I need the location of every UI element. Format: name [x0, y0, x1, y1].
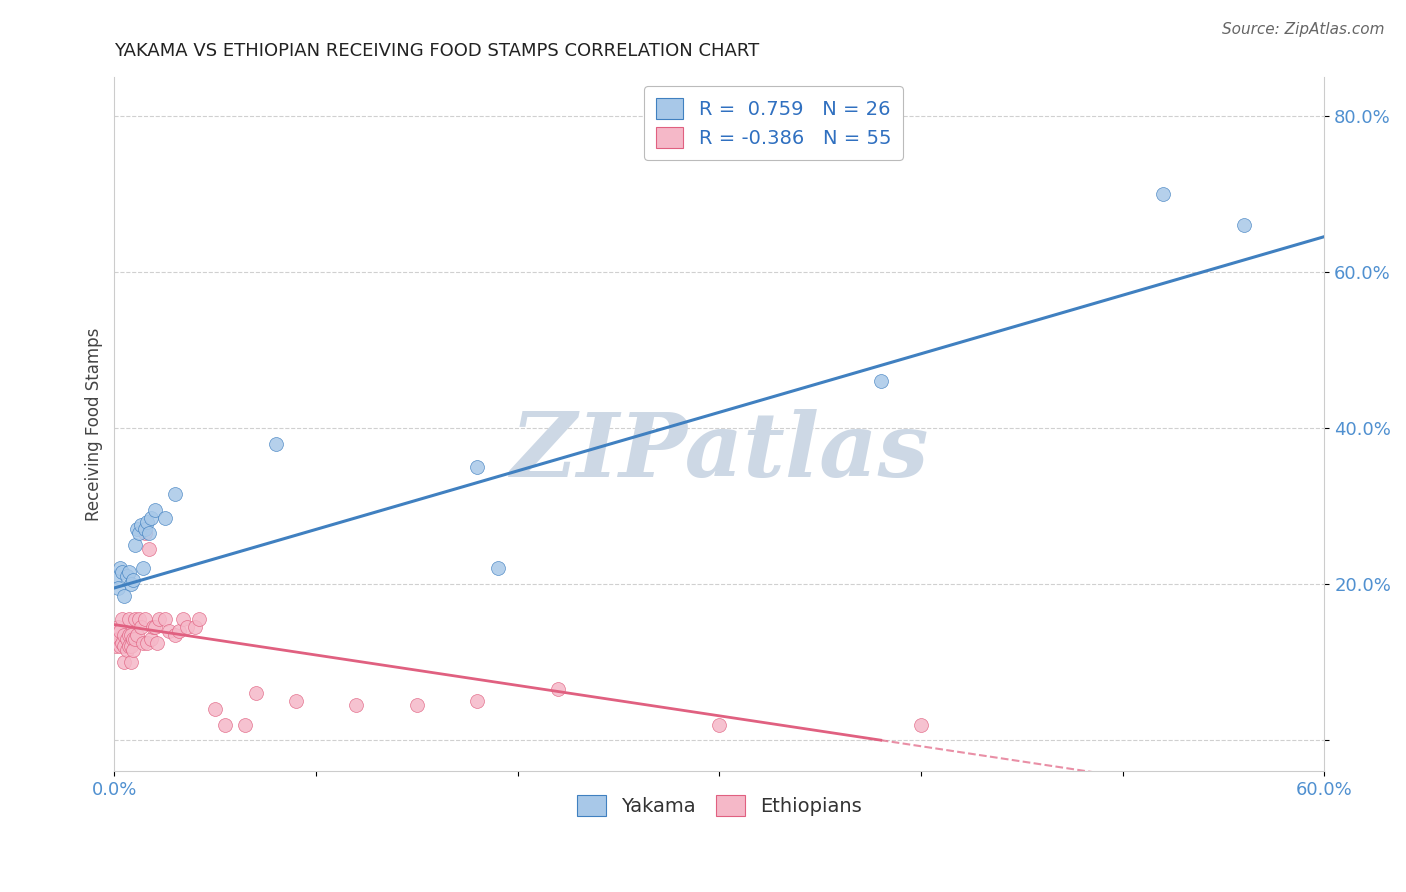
Point: [245, 686, 267, 700]
Point: [138, 541, 160, 556]
Point: [869, 374, 891, 388]
Point: [111, 566, 134, 580]
Point: [163, 628, 186, 642]
Point: [105, 624, 128, 638]
Point: [115, 643, 138, 657]
Point: [124, 612, 146, 626]
Legend: Yakama, Ethiopians: Yakama, Ethiopians: [569, 788, 870, 824]
Point: [142, 620, 165, 634]
Point: [114, 655, 136, 669]
Text: ZIPatlas: ZIPatlas: [510, 409, 928, 495]
Point: [157, 624, 180, 638]
Y-axis label: Receiving Food Stamps: Receiving Food Stamps: [86, 327, 103, 521]
Point: [129, 518, 152, 533]
Point: [110, 640, 132, 654]
Point: [138, 526, 160, 541]
Point: [107, 581, 129, 595]
Point: [131, 561, 153, 575]
Point: [1152, 186, 1174, 201]
Point: [910, 717, 932, 731]
Point: [406, 698, 429, 712]
Point: [172, 612, 194, 626]
Point: [117, 566, 139, 580]
Point: [114, 640, 136, 654]
Point: [214, 717, 236, 731]
Point: [204, 702, 226, 716]
Point: [121, 573, 143, 587]
Point: [134, 522, 156, 536]
Point: [139, 510, 162, 524]
Point: [344, 698, 367, 712]
Point: [467, 694, 489, 708]
Point: [131, 635, 153, 649]
Point: [117, 628, 139, 642]
Point: [120, 655, 142, 669]
Point: [111, 635, 134, 649]
Point: [167, 624, 190, 638]
Point: [128, 526, 150, 541]
Point: [264, 436, 287, 450]
Point: [105, 640, 128, 654]
Point: [709, 717, 731, 731]
Point: [134, 526, 156, 541]
Point: [115, 569, 138, 583]
Point: [105, 569, 128, 583]
Point: [114, 628, 136, 642]
Point: [121, 632, 143, 646]
Point: [125, 522, 148, 536]
Point: [1233, 218, 1256, 232]
Point: [184, 620, 207, 634]
Point: [124, 538, 146, 552]
Point: [120, 628, 142, 642]
Point: [148, 612, 170, 626]
Text: Source: ZipAtlas.com: Source: ZipAtlas.com: [1222, 22, 1385, 37]
Point: [153, 510, 176, 524]
Point: [176, 620, 198, 634]
Point: [128, 612, 150, 626]
Point: [145, 635, 167, 649]
Point: [163, 487, 186, 501]
Point: [110, 624, 132, 638]
Point: [467, 459, 489, 474]
Point: [235, 717, 257, 731]
Point: [143, 503, 166, 517]
Point: [120, 640, 142, 654]
Point: [135, 635, 157, 649]
Point: [107, 620, 129, 634]
Point: [117, 640, 139, 654]
Point: [139, 632, 162, 646]
Point: [107, 632, 129, 646]
Point: [110, 561, 132, 575]
Point: [117, 612, 139, 626]
Point: [121, 643, 143, 657]
Point: [284, 694, 307, 708]
Point: [153, 612, 176, 626]
Point: [114, 589, 136, 603]
Point: [115, 632, 138, 646]
Point: [188, 612, 211, 626]
Point: [135, 515, 157, 529]
Point: [124, 632, 146, 646]
Point: [547, 682, 569, 697]
Point: [134, 612, 156, 626]
Point: [143, 620, 166, 634]
Point: [120, 577, 142, 591]
Point: [125, 628, 148, 642]
Point: [486, 561, 509, 575]
Text: YAKAMA VS ETHIOPIAN RECEIVING FOOD STAMPS CORRELATION CHART: YAKAMA VS ETHIOPIAN RECEIVING FOOD STAMP…: [114, 42, 759, 60]
Point: [129, 620, 152, 634]
Point: [111, 612, 134, 626]
